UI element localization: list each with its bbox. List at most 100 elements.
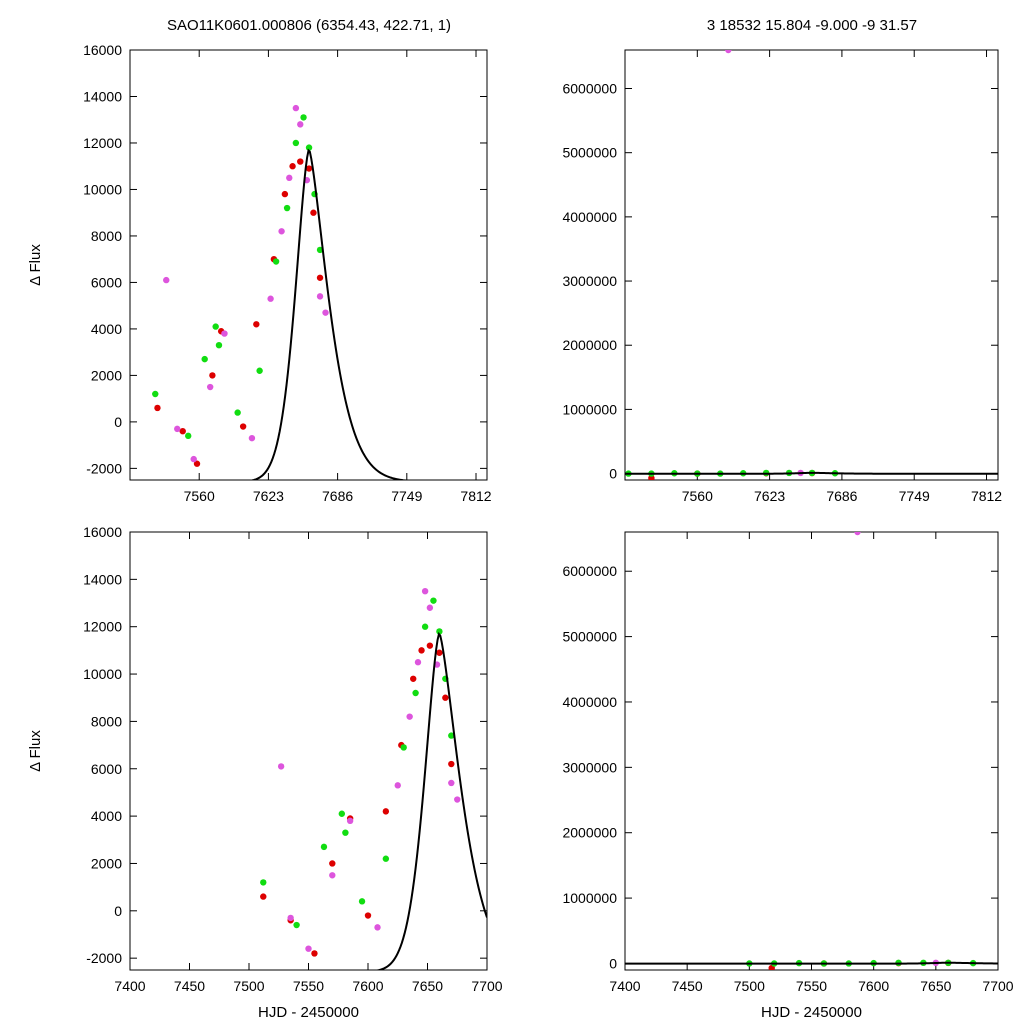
x-tick-label: 7400: [114, 978, 145, 994]
chart-panel-bottom-right: 7400 7450 7500 7550 7600 7650 7700 0 1000000 2000…: [562, 531, 1014, 1021]
data-point-green: [300, 114, 307, 121]
data-point-green: [234, 409, 241, 416]
data-point-magenta: [221, 330, 228, 337]
model-curve: [625, 471, 998, 475]
x-tick-label: 7450: [672, 978, 703, 994]
data-point-magenta: [374, 924, 381, 931]
data-point-red: [209, 372, 216, 379]
plot-frame: [624, 49, 999, 481]
data-point-magenta: [163, 276, 170, 284]
y-tick-label: 2000000: [562, 337, 617, 353]
data-point-green: [260, 879, 267, 886]
y-tick-label: 6000000: [562, 81, 617, 97]
data-point-green: [283, 204, 291, 212]
figure-title-right: 3 18532 15.804 -9.000 -9 31.57: [707, 17, 917, 34]
y-tick-label: 12000: [83, 135, 122, 151]
y-tick-label: 10000: [83, 181, 122, 197]
data-point-red: [193, 460, 201, 467]
y-tick-label: 6000: [91, 761, 122, 777]
y-tick-label: 2000: [91, 855, 122, 871]
x-tick-label: 7650: [920, 978, 951, 994]
x-tick-label: 7650: [412, 978, 443, 994]
x-axis-label: HJD - 2450000: [258, 1004, 359, 1021]
data-point-magenta: [278, 228, 285, 235]
data-point-red: [418, 647, 425, 654]
y-tick-label: 2000: [91, 367, 122, 383]
y-tick-label: 5000000: [562, 629, 617, 645]
x-tick-label: 7686: [826, 488, 857, 504]
chart-panel-top-right: 7560 7623 7686 7749 7812 0 1000000 2000000 30000…: [562, 49, 1002, 504]
data-point-red: [448, 760, 455, 768]
model-curve: [625, 961, 998, 965]
data-point-green: [338, 810, 346, 817]
data-point-magenta: [206, 383, 214, 391]
data-point-red: [410, 675, 417, 682]
y-tick-label: 5000000: [562, 145, 617, 161]
data-point-green: [430, 597, 437, 604]
data-point-magenta: [316, 293, 324, 300]
data-point-magenta: [174, 425, 181, 433]
data-point-green: [201, 355, 208, 363]
y-tick-label: 4000000: [562, 694, 617, 710]
y-tick-label: 1000000: [562, 401, 617, 417]
y-tick-label: 16000: [83, 524, 122, 540]
data-point-magenta: [329, 872, 336, 879]
data-point-red: [329, 860, 336, 867]
y-tick-label: 16000: [83, 42, 122, 58]
y-tick-label: 1000000: [562, 890, 617, 906]
data-point-magenta: [322, 309, 329, 316]
y-tick-label: -2000: [86, 950, 122, 966]
y-tick-label: 0: [114, 903, 122, 919]
x-tick-label: 7600: [352, 978, 383, 994]
y-tick-label: 14000: [83, 88, 122, 104]
x-tick-label: 7560: [682, 488, 713, 504]
data-point-green: [412, 689, 419, 697]
data-point-red: [382, 808, 390, 815]
y-tick-label: 3000000: [562, 273, 617, 289]
data-point-red: [281, 190, 289, 198]
x-tick-label: 7749: [391, 488, 422, 504]
data-point-magenta: [394, 782, 401, 789]
y-tick-label: 0: [114, 414, 122, 430]
data-point-magenta: [414, 659, 422, 666]
y-axis-label: Δ Flux: [27, 244, 44, 286]
data-point-magenta: [406, 713, 413, 720]
data-point-red: [253, 321, 260, 328]
data-point-red: [311, 950, 318, 957]
model-curve: [248, 148, 412, 480]
y-tick-label: -2000: [86, 460, 122, 476]
data-point-magenta: [854, 532, 861, 536]
data-point-magenta: [190, 455, 197, 463]
data-point-green: [436, 628, 443, 635]
x-tick-label: 7450: [174, 978, 205, 994]
scatter-points: [260, 587, 461, 957]
panels: 7560 7623 7686 7749 7812 -2000 0 2000 4000 6000 80…: [27, 42, 1014, 1021]
data-point-magenta: [297, 121, 304, 128]
model-curve: [374, 631, 487, 970]
x-tick-label: 7700: [982, 978, 1013, 994]
data-point-green: [215, 341, 223, 349]
data-point-red: [289, 163, 296, 170]
data-point-magenta: [346, 817, 354, 825]
data-point-green: [293, 921, 300, 929]
y-tick-label: 4000000: [562, 209, 617, 225]
y-tick-label: 2000000: [562, 825, 617, 841]
scatter-points: [152, 104, 329, 467]
y-axis-label: Δ Flux: [27, 730, 44, 772]
data-point-magenta: [287, 914, 294, 922]
y-tick-label: 12000: [83, 619, 122, 635]
data-point-green: [305, 144, 313, 151]
data-point-green: [382, 855, 390, 862]
data-point-green: [320, 843, 328, 851]
x-tick-label: 7500: [734, 978, 765, 994]
y-tick-label: 8000: [91, 713, 122, 729]
data-point-green: [185, 432, 192, 440]
x-tick-label: 7749: [899, 488, 930, 504]
data-point-red: [260, 893, 267, 900]
y-tick-label: 14000: [83, 571, 122, 587]
data-point-red: [297, 158, 304, 165]
data-point-magenta: [426, 604, 434, 611]
data-point-magenta: [725, 50, 732, 54]
